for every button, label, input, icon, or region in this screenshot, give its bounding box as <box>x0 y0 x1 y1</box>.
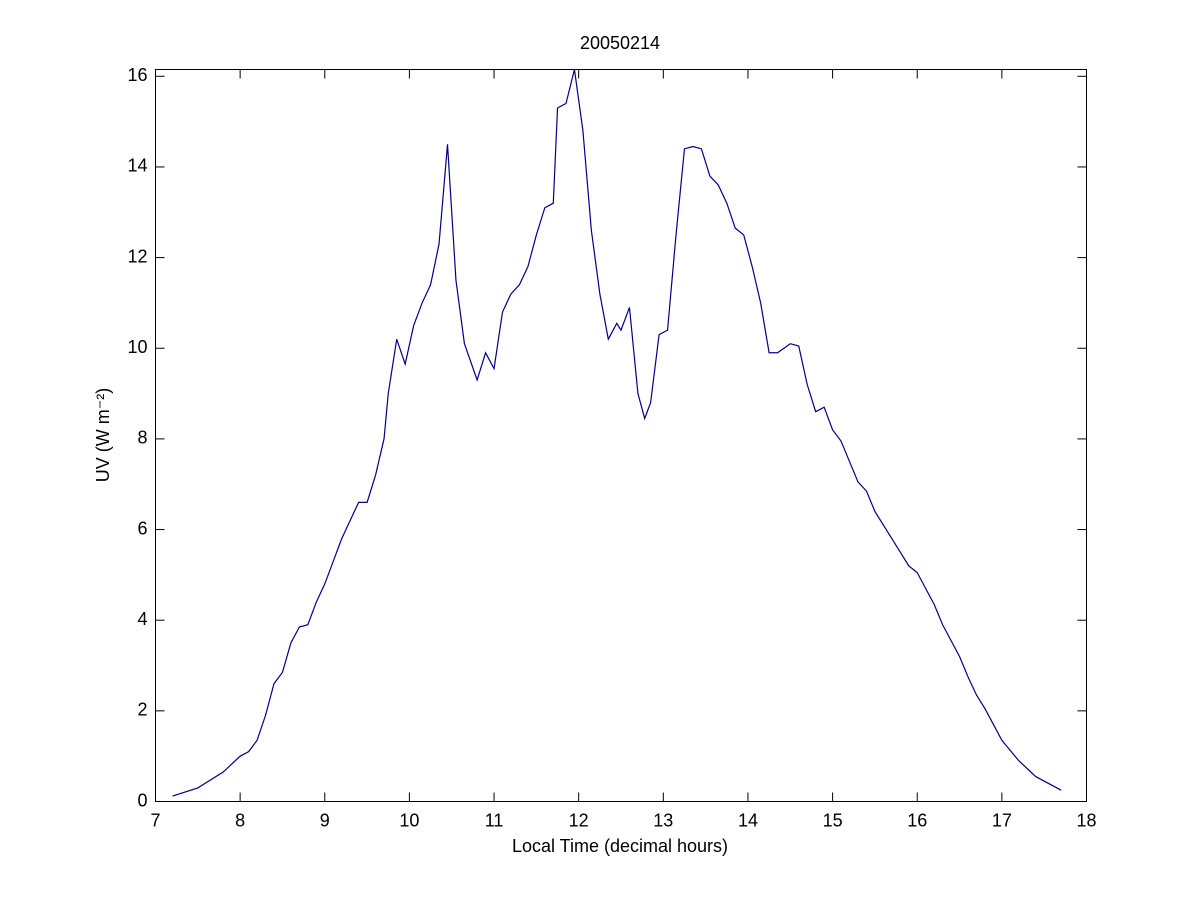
axes-box <box>155 69 1087 802</box>
x-tick-label: 7 <box>150 810 160 830</box>
chart-title: 20050214 <box>580 33 660 53</box>
x-tick-label: 14 <box>738 810 758 830</box>
y-tick-label: 0 <box>137 790 147 810</box>
y-tick-label: 2 <box>137 700 147 720</box>
x-tick-label: 9 <box>320 810 330 830</box>
x-axis-label: Local Time (decimal hours) <box>512 836 728 856</box>
y-axis-label: UV (W m⁻²) <box>93 388 113 482</box>
y-tick-label: 12 <box>127 246 147 266</box>
y-tick-label: 14 <box>127 156 147 176</box>
y-tick-label: 8 <box>137 428 147 448</box>
x-tick-label: 15 <box>823 810 843 830</box>
x-tick-label: 8 <box>235 810 245 830</box>
x-tick-label: 10 <box>399 810 419 830</box>
y-tick-label: 10 <box>127 337 147 357</box>
y-tick-label: 6 <box>137 518 147 538</box>
y-tick-label: 16 <box>127 65 147 85</box>
x-tick-label: 13 <box>653 810 673 830</box>
x-tick-label: 16 <box>907 810 927 830</box>
x-tick-label: 12 <box>569 810 589 830</box>
y-tick-label: 4 <box>137 609 147 629</box>
x-tick-label: 17 <box>992 810 1012 830</box>
data-line <box>172 69 1062 797</box>
x-tick-label: 11 <box>485 810 504 830</box>
x-tick-label: 18 <box>1076 810 1096 830</box>
